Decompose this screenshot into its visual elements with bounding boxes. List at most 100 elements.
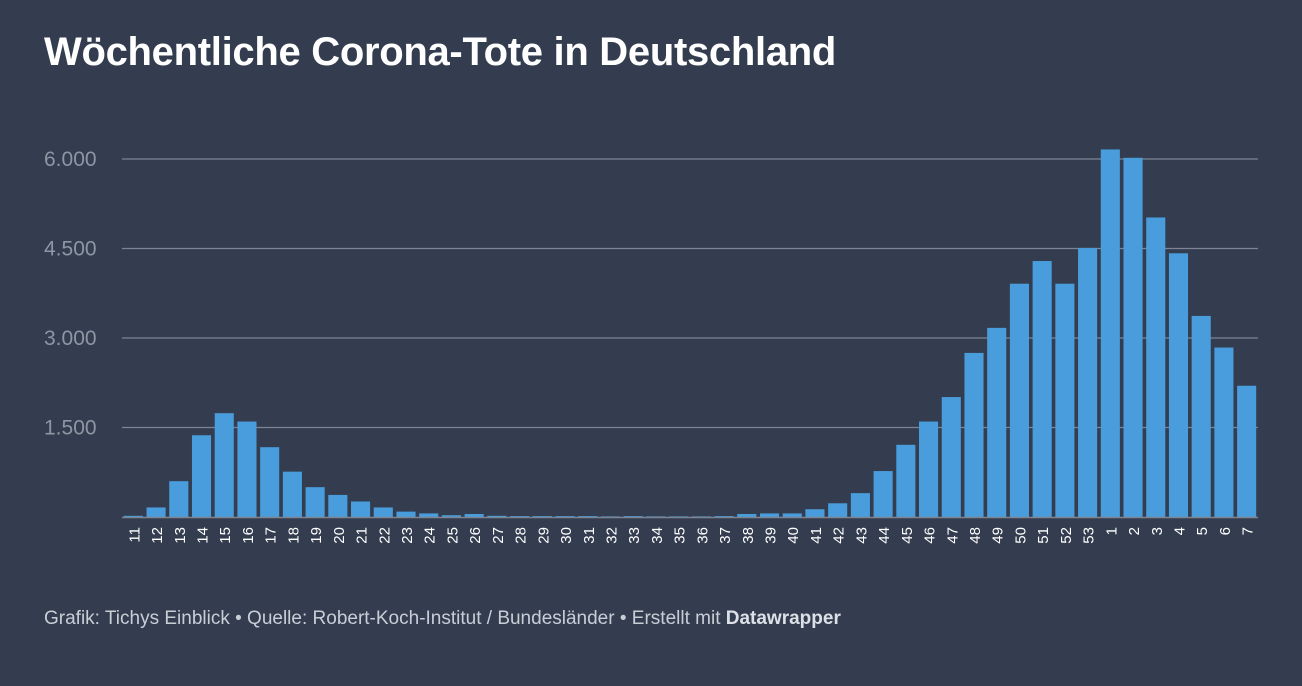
bar [351,501,371,517]
bar [396,511,416,517]
bar [828,503,848,517]
y-tick-label: 4.500 [44,238,97,261]
x-tick-label: 46 [922,527,939,544]
bar [1168,253,1189,518]
x-tick-label: 47 [944,527,961,544]
x-tick-label: 53 [1081,527,1098,544]
bar [260,447,280,517]
bar [1055,283,1075,517]
x-tick-label: 13 [172,527,189,544]
bar [896,444,916,517]
x-tick-label: 45 [899,527,916,544]
bar [1237,385,1257,517]
bar [1214,347,1234,517]
bar [964,352,984,517]
x-tick-label: 24 [422,527,439,544]
bar [691,516,711,517]
bar [1146,217,1166,517]
chart-title: Wöchentliche Corona-Tote in Deutschland [44,30,837,74]
bar [759,513,780,517]
x-tick-label: 12 [149,527,166,544]
x-tick-label: 19 [308,527,325,544]
bar [919,421,939,517]
bar [873,471,893,517]
x-tick-label: 27 [490,527,507,544]
x-tick-label: 7 [1240,527,1257,535]
bar [737,514,757,517]
x-tick-label: 2 [1126,527,1143,535]
x-tick-label: 35 [672,527,689,544]
x-tick-label: 50 [1012,527,1029,544]
x-tick-label: 22 [376,527,393,544]
bar [328,494,348,517]
footer-made-with: Erstellt mit [631,608,726,629]
x-tick-label: 38 [740,527,757,544]
footer-credit: Grafik: Tichys Einblick [44,608,230,629]
x-tick-label: 37 [717,527,734,544]
bar [237,421,257,517]
bar [578,516,598,517]
x-tick-label: 29 [535,527,552,544]
x-tick-label: 36 [694,527,711,544]
chart-footer: Grafik: Tichys Einblick • Quelle: Robert… [44,608,841,630]
x-tick-label: 23 [399,527,416,544]
x-tick-label: 39 [763,527,780,544]
x-tick-label: 3 [1149,527,1166,535]
bar [850,493,870,517]
x-tick-label: 21 [354,527,371,544]
x-tick-label: 16 [240,527,257,544]
x-tick-label: 18 [285,527,302,544]
x-tick-label: 30 [558,527,575,544]
bar [1191,315,1211,517]
bar [623,516,643,517]
bar [1032,261,1052,517]
bar [487,515,507,517]
x-tick-label: 4 [1171,527,1188,535]
bar [282,471,302,517]
bar [419,513,439,517]
bar [1100,149,1120,517]
x-tick-label: 48 [967,527,984,544]
x-tick-label: 52 [1058,527,1075,544]
footer-brand: Datawrapper [725,608,841,629]
x-tick-label: 11 [126,527,143,543]
bar [1009,283,1029,517]
x-tick-label: 20 [331,527,348,544]
bar [714,516,734,517]
bar [305,487,325,517]
x-tick-label: 44 [876,527,893,544]
x-tick-label: 41 [808,527,825,544]
bar [214,413,234,517]
x-tick-label: 14 [195,527,212,544]
x-tick-label: 49 [990,527,1007,544]
x-tick-label: 6 [1217,527,1234,535]
y-tick-label: 1.500 [44,417,97,440]
x-tick-label: 40 [785,527,802,544]
y-tick-label: 3.000 [44,327,97,350]
footer-separator-2: • [614,608,632,629]
bar [941,397,961,517]
x-tick-label: 51 [1035,527,1052,544]
x-tick-label: 32 [603,527,620,544]
x-tick-label: 26 [467,527,484,544]
bar [600,516,621,517]
bar [1123,157,1143,517]
bar [646,516,666,517]
bar [146,507,166,517]
x-tick-label: 33 [626,527,643,544]
bar [782,513,802,517]
bar [191,435,212,517]
x-tick-label: 43 [853,527,870,544]
footer-source: Quelle: Robert-Koch-Institut / Bundeslän… [247,608,615,629]
bar [123,515,143,517]
bar [1078,247,1098,518]
bar [464,514,484,517]
y-tick-label: 6.000 [44,148,97,171]
bar [510,516,530,517]
bar [532,516,552,517]
bar [805,509,825,517]
x-tick-label: 28 [513,527,530,544]
x-tick-label: 25 [444,527,461,544]
x-tick-label: 42 [831,527,848,544]
